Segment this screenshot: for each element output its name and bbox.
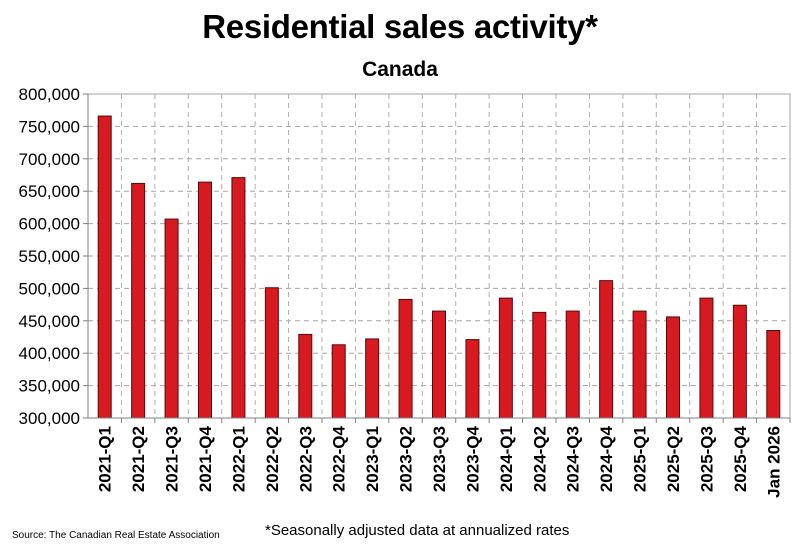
bar — [532, 311, 547, 419]
bar — [498, 297, 513, 419]
bar — [164, 218, 179, 419]
chart-title: Residential sales activity* — [202, 8, 598, 45]
x-tick-label: 2024-Q3 — [564, 426, 583, 492]
source-note: Source: The Canadian Real Estate Associa… — [12, 530, 220, 541]
x-tick-label: 2024-Q4 — [597, 425, 616, 492]
chart-subtitle: Canada — [362, 58, 438, 81]
y-tick-label: 600,000 — [19, 215, 80, 234]
bar — [298, 333, 313, 419]
bar — [666, 316, 680, 419]
y-tick-label: 300,000 — [19, 409, 80, 428]
x-tick-label: 2025-Q2 — [664, 426, 683, 492]
bar — [198, 181, 212, 419]
y-tick-label: 800,000 — [19, 85, 80, 104]
bar — [732, 304, 747, 419]
x-tick-label: 2024-Q2 — [530, 426, 549, 492]
x-tick-label: 2023-Q3 — [430, 426, 449, 492]
bar — [398, 298, 413, 419]
bar — [699, 297, 714, 419]
x-tick-label: 2025-Q3 — [697, 426, 716, 492]
x-tick-label: Jan 2026 — [764, 426, 783, 498]
y-tick-label: 550,000 — [19, 247, 80, 266]
bar — [599, 280, 614, 419]
y-tick-label: 450,000 — [19, 312, 80, 331]
y-tick-label: 750,000 — [19, 117, 80, 136]
x-tick-label: 2021-Q4 — [196, 425, 215, 492]
bar — [231, 177, 246, 419]
x-tick-label: 2022-Q2 — [263, 426, 282, 492]
footnote: *Seasonally adjusted data at annualized … — [265, 522, 570, 539]
bar — [97, 115, 112, 419]
y-tick-label: 350,000 — [19, 377, 80, 396]
bar — [131, 182, 146, 419]
bar — [432, 310, 446, 419]
bar — [766, 330, 781, 419]
x-tick-label: 2021-Q1 — [96, 426, 115, 492]
bar — [365, 338, 380, 419]
x-tick-label: 2025-Q1 — [631, 426, 650, 492]
x-tick-label: 2022-Q3 — [296, 426, 315, 492]
x-tick-label: 2022-Q4 — [330, 425, 349, 492]
x-tick-label: 2025-Q4 — [731, 425, 750, 492]
bar — [632, 310, 647, 419]
x-tick-label: 2024-Q1 — [497, 426, 516, 492]
y-tick-label: 700,000 — [19, 150, 80, 169]
x-tick-label: 2021-Q2 — [129, 426, 148, 492]
bar — [264, 287, 279, 419]
x-tick-label: 2021-Q3 — [163, 426, 182, 492]
bar — [331, 344, 346, 419]
x-tick-label: 2023-Q4 — [463, 425, 482, 492]
y-tick-label: 650,000 — [19, 182, 80, 201]
bar — [465, 339, 480, 419]
x-tick-label: 2023-Q2 — [397, 426, 416, 492]
x-tick-label: 2023-Q1 — [363, 426, 382, 492]
x-tick-label: 2022-Q1 — [229, 426, 248, 492]
y-tick-label: 500,000 — [19, 279, 80, 298]
bar — [565, 310, 580, 419]
y-tick-label: 400,000 — [19, 344, 80, 363]
